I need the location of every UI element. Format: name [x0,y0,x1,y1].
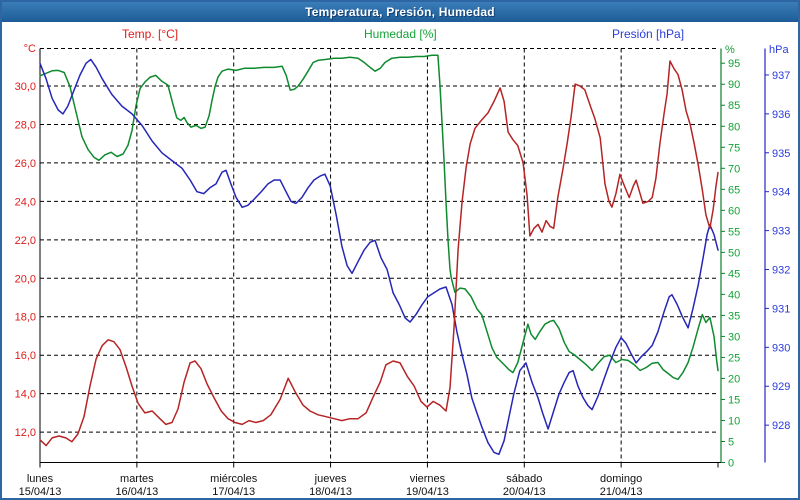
svg-text:929: 929 [772,381,790,393]
svg-text:40: 40 [728,289,740,301]
svg-text:16/04/13: 16/04/13 [115,486,158,498]
svg-text:85: 85 [728,100,740,112]
svg-text:jueves: jueves [314,473,347,485]
legend-temperature-label: Temp. [°C] [122,27,179,41]
svg-text:933: 933 [772,226,790,238]
svg-text:12,0: 12,0 [15,427,36,439]
svg-text:22,0: 22,0 [15,235,36,247]
svg-text:lunes: lunes [27,473,54,485]
window-titlebar: Temperatura, Presión, Humedad [2,2,798,22]
svg-text:75: 75 [728,142,740,154]
svg-text:45: 45 [728,268,740,280]
svg-text:hPa: hPa [769,44,789,56]
svg-text:28,0: 28,0 [15,119,36,131]
svg-text:20/04/13: 20/04/13 [503,486,546,498]
svg-text:932: 932 [772,265,790,277]
legend-pressure-label: Presión [hPa] [612,27,685,41]
svg-text:930: 930 [772,342,790,354]
svg-text:18/04/13: 18/04/13 [309,486,352,498]
legend-humidity-label: Humedad [%] [364,27,437,41]
temperature-axis: °C 30,0 28,0 26,0 24,0 22,0 20,0 18,0 16,0 14,0 12… [15,43,36,439]
svg-text:5: 5 [728,436,734,448]
svg-text:928: 928 [772,420,790,432]
svg-text:30,0: 30,0 [15,81,36,93]
plot-borders [39,48,721,463]
svg-text:60: 60 [728,205,740,217]
window-title: Temperatura, Presión, Humedad [305,5,495,19]
svg-text:21/04/13: 21/04/13 [600,486,643,498]
svg-text:%: % [725,44,735,56]
svg-text:80: 80 [728,121,740,133]
svg-text:martes: martes [120,473,154,485]
svg-text:16,0: 16,0 [15,350,36,362]
svg-text:55: 55 [728,226,740,238]
svg-text:936: 936 [772,109,790,121]
svg-text:15/04/13: 15/04/13 [19,486,62,498]
svg-text:30: 30 [728,331,740,343]
svg-text:65: 65 [728,184,740,196]
temperature-series [39,60,719,447]
svg-text:miércoles: miércoles [210,473,258,485]
svg-text:19/04/13: 19/04/13 [406,486,449,498]
svg-text:935: 935 [772,148,790,160]
svg-text:15: 15 [728,394,740,406]
svg-text:18,0: 18,0 [15,312,36,324]
svg-text:90: 90 [728,79,740,91]
svg-text:50: 50 [728,247,740,259]
humidity-series [39,54,719,381]
grid [40,48,718,463]
svg-text:0: 0 [728,458,734,470]
svg-text:viernes: viernes [410,473,446,485]
svg-text:10: 10 [728,415,740,427]
svg-text:25: 25 [728,352,740,364]
svg-text:17/04/13: 17/04/13 [212,486,255,498]
svg-text:20: 20 [728,373,740,385]
svg-text:26,0: 26,0 [15,158,36,170]
pressure-axis: hPa 937 936 935 934 933 932 931 930 929 928 [764,44,790,463]
svg-text:sábado: sábado [506,473,542,485]
svg-text:95: 95 [728,58,740,70]
svg-text:937: 937 [772,70,790,82]
svg-text:70: 70 [728,163,740,175]
svg-text:°C: °C [24,43,36,55]
svg-text:domingo: domingo [600,473,642,485]
svg-text:934: 934 [772,187,790,199]
svg-text:931: 931 [772,303,790,315]
svg-text:24,0: 24,0 [15,196,36,208]
svg-text:20,0: 20,0 [15,273,36,285]
pressure-series [39,58,719,456]
svg-text:35: 35 [728,310,740,322]
svg-text:14,0: 14,0 [15,389,36,401]
